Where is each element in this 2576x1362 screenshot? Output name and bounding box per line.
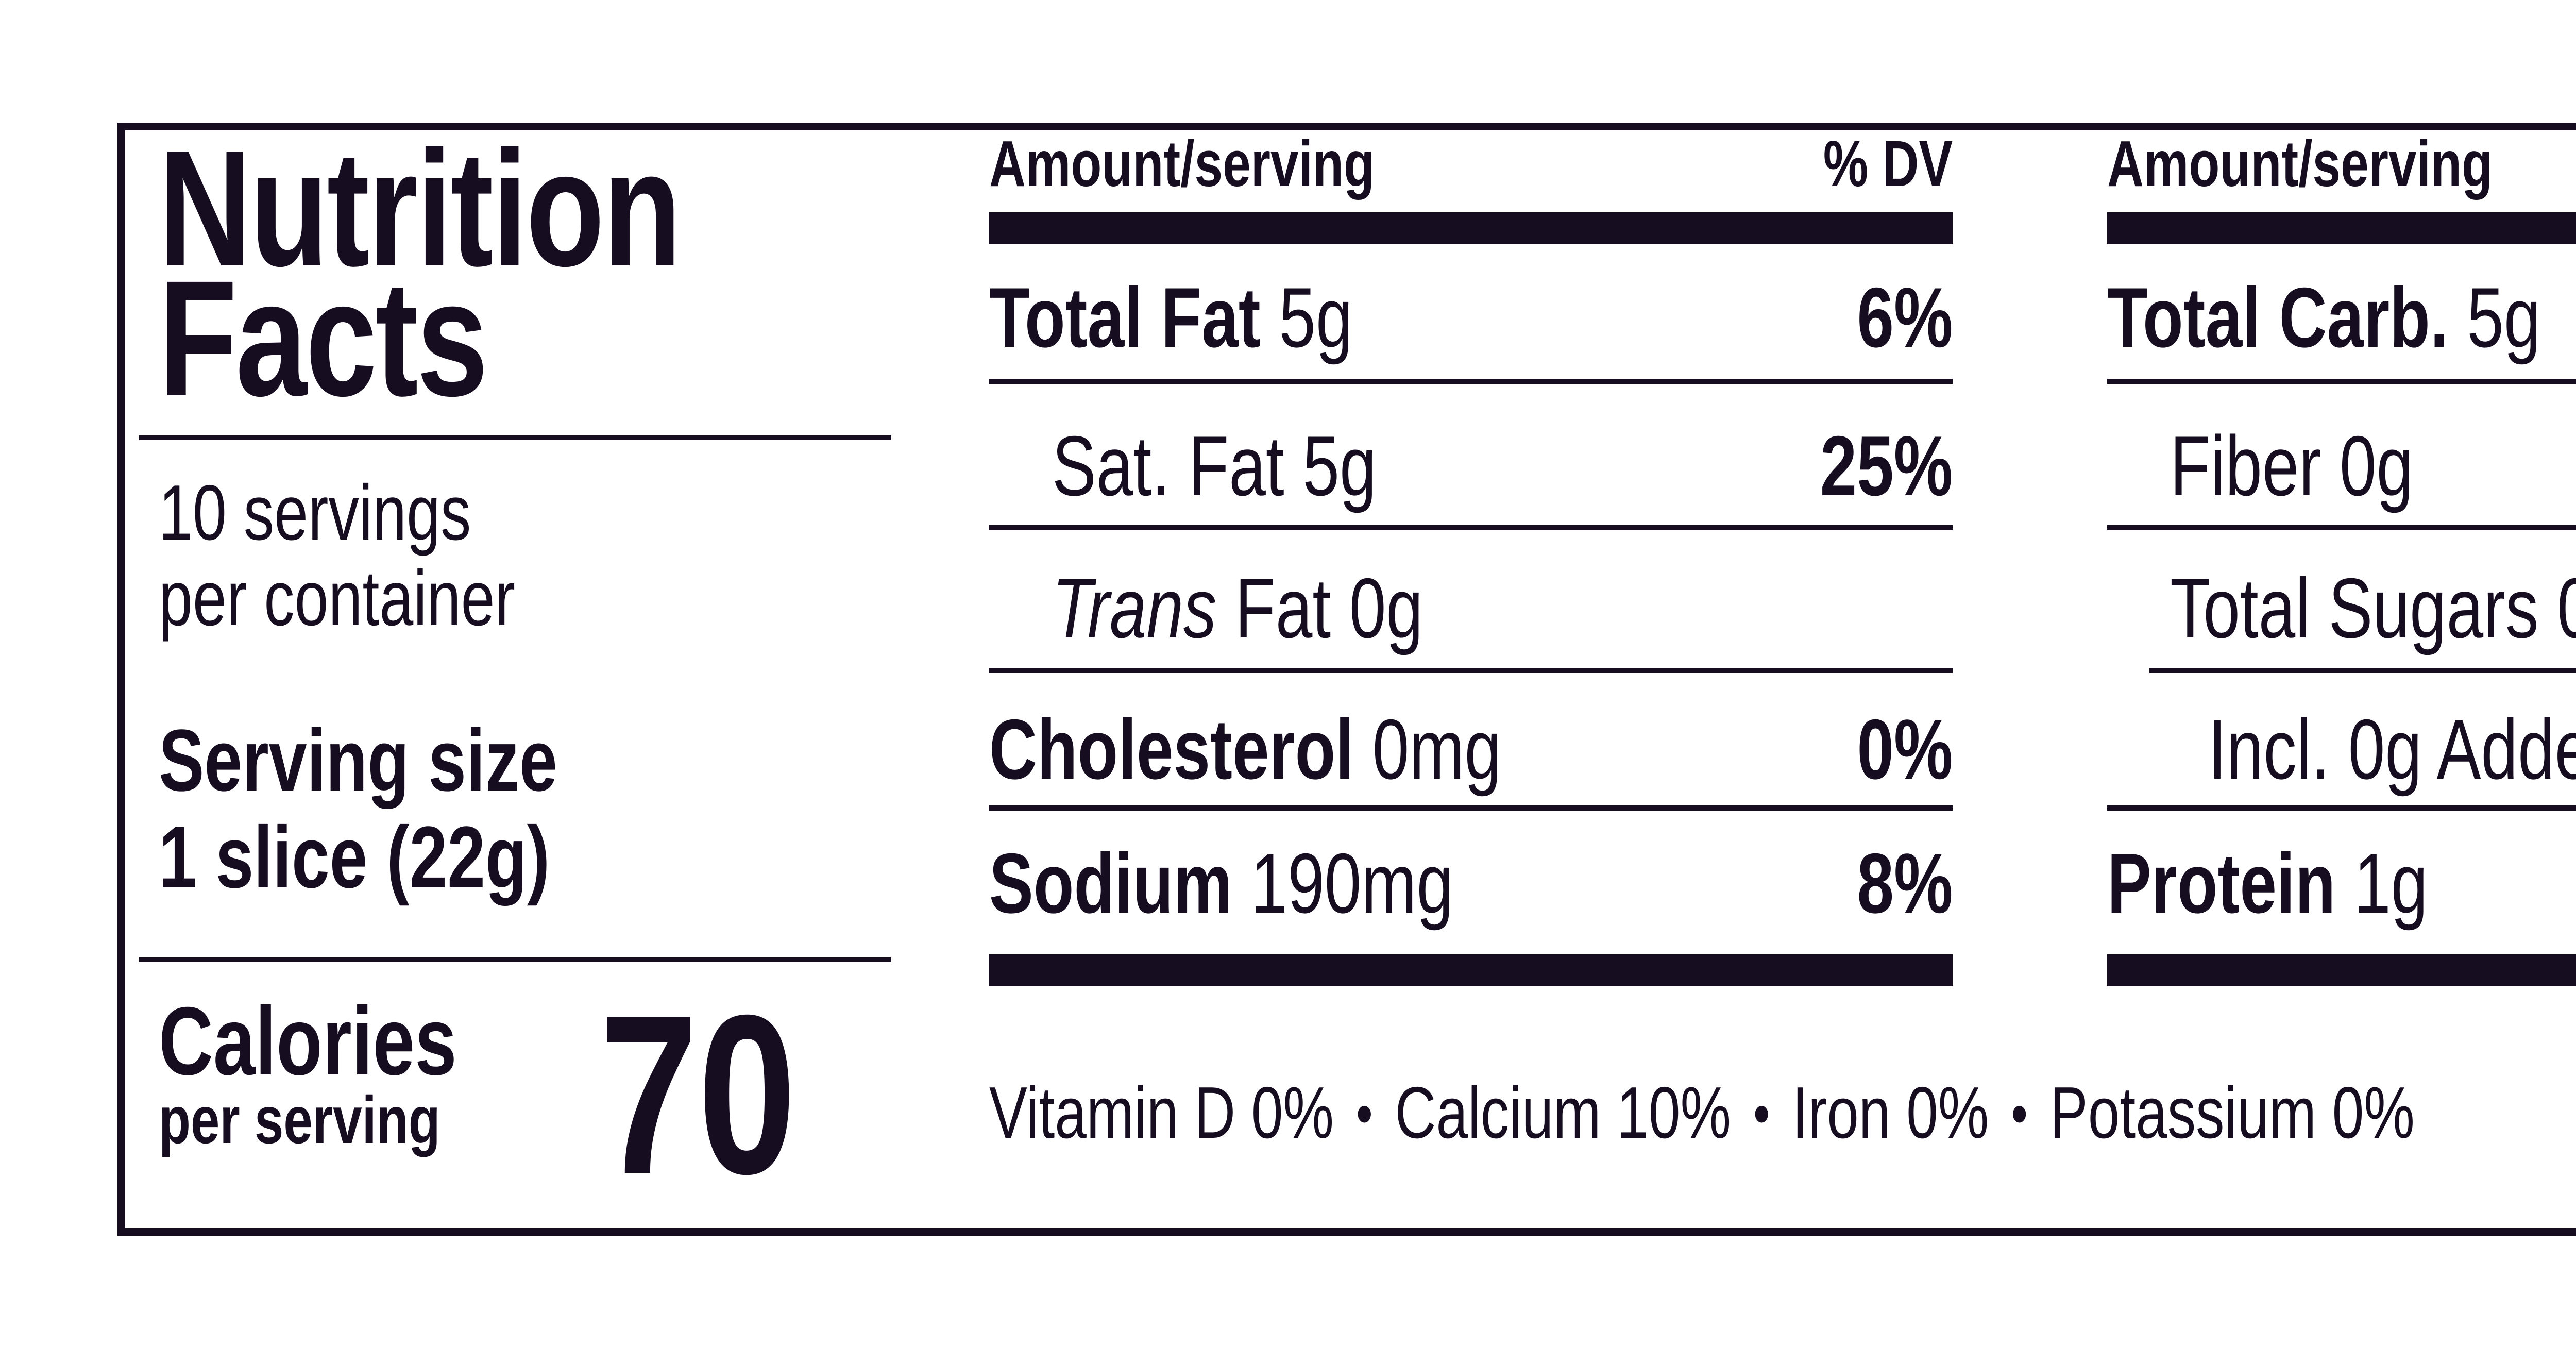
row-fiber: Fiber 0g 0%	[2170, 418, 2414, 513]
row-total-carb: Total Carb. 5g 2%	[2107, 270, 2541, 365]
micronutrients-line: Vitamin D 0% • Calcium 10% • Iron 0% • Potassi…	[989, 1071, 2576, 1155]
separator	[2107, 379, 2576, 384]
nutrient-column-carb-protein: Amount/serving % DV Total Carb. 5g 2% Fi…	[2107, 0, 2576, 1362]
separator	[989, 379, 1953, 384]
footer-bar	[2107, 954, 2576, 986]
row-sodium: Sodium 190mg 8%	[989, 835, 1953, 931]
row-trans-fat: Trans Fat 0g	[1052, 561, 1423, 655]
dv-sodium: 8%	[1856, 836, 1953, 931]
header-bar	[989, 212, 1953, 244]
separator	[2107, 805, 2576, 811]
dv-sat-fat: 25%	[1820, 418, 1953, 513]
label-border-box	[117, 123, 2576, 1236]
separator	[989, 805, 1953, 811]
divider-above-calories	[139, 957, 891, 962]
nutrient-column-fat-sodium: Amount/serving % DV Total Fat 5g 6% Sat.…	[989, 0, 1953, 1362]
row-cholesterol: Cholesterol 0mg 0%	[989, 701, 1953, 797]
serving-size-label: Serving size	[159, 712, 557, 810]
header-bar	[2107, 212, 2576, 244]
row-total-fat: Total Fat 5g 6%	[989, 269, 1953, 365]
serving-size: Serving size 1 slice (22g)	[159, 712, 670, 906]
separator	[989, 668, 1953, 673]
title-line-1: Nutrition	[159, 116, 682, 300]
separator	[2107, 525, 2576, 530]
header-percent-dv: % DV	[1823, 127, 1953, 200]
calcium-value: Calcium 10%	[1395, 1072, 1732, 1154]
serving-size-value: 1 slice (22g)	[159, 809, 550, 906]
bullet-separator: •	[2011, 1079, 2028, 1148]
divider-under-title	[139, 435, 891, 440]
calories-value: 70	[599, 968, 796, 1221]
vitamin-d-value: Vitamin D 0%	[989, 1072, 1334, 1154]
nutrition-facts-title: Nutrition Facts	[159, 116, 827, 430]
bullet-separator: •	[1753, 1079, 1770, 1148]
dv-total-fat: 6%	[1856, 270, 1953, 365]
potassium-value: Potassium 0%	[2049, 1072, 2415, 1154]
servings-line-2: per container	[159, 554, 516, 642]
row-protein: Protein 1g	[2107, 836, 2428, 931]
header-amount-serving: Amount/serving	[2107, 127, 2493, 200]
calories-sublabel: per serving	[159, 1082, 440, 1157]
footer-bar	[989, 954, 1953, 986]
servings-line-1: 10 servings	[159, 469, 471, 557]
calories-label: Calories	[159, 987, 457, 1095]
label-code: L-00022US 1.01	[2421, 1269, 2576, 1341]
dv-cholesterol: 0%	[1856, 702, 1953, 797]
row-sat-fat: Sat. Fat 5g 25%	[989, 417, 1953, 513]
bullet-separator: •	[1355, 1079, 1373, 1148]
iron-value: Iron 0%	[1792, 1072, 1989, 1154]
title-line-2: Facts	[159, 246, 488, 430]
separator-indented	[2149, 668, 2576, 673]
header-amount-serving: Amount/serving	[989, 127, 1375, 200]
separator	[989, 525, 1953, 530]
servings-per-container: 10 servings per container	[159, 470, 616, 641]
row-added-sugars: Incl. 0g Added Sugars 0%	[2208, 702, 2576, 797]
row-total-sugars: Total Sugars 0g	[2170, 561, 2576, 655]
